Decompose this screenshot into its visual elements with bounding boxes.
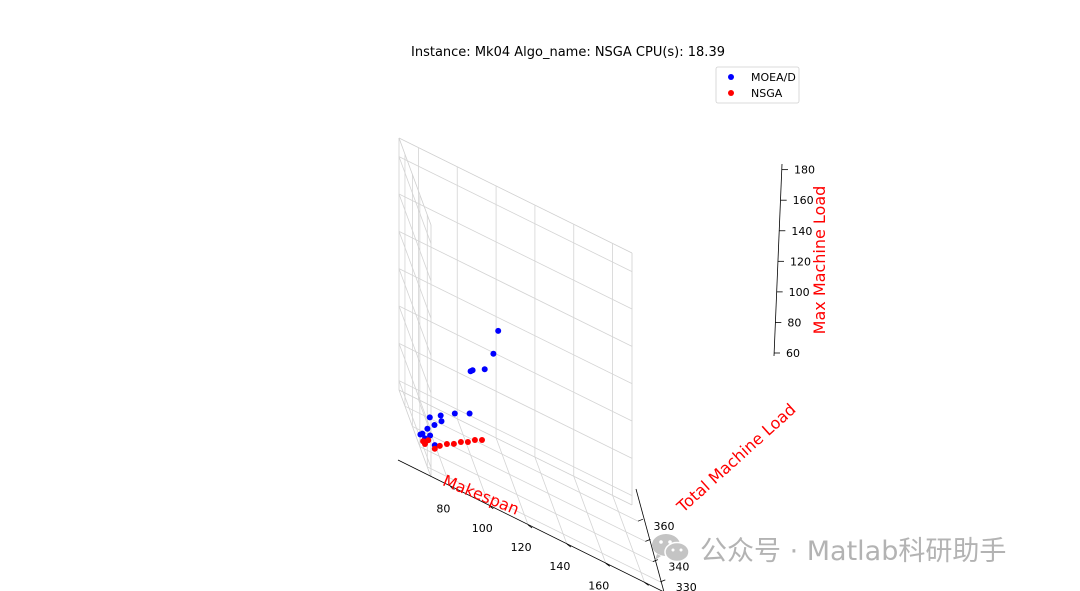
- point-moead: [495, 327, 502, 334]
- point-nsga: [471, 437, 478, 443]
- gridline-z: [398, 193, 633, 310]
- gridline-z: [398, 305, 432, 394]
- x-tick-mark: [489, 505, 494, 510]
- y-axis-label: Total Machine Load: [672, 400, 799, 517]
- gridline-z: [398, 380, 432, 468]
- gridline-z: [398, 156, 432, 244]
- gridline-x: [612, 495, 645, 583]
- point-nsga: [425, 437, 432, 444]
- z-tick-label: 60: [786, 347, 800, 360]
- gridline-x: [573, 476, 607, 564]
- pane-edge: [398, 137, 633, 254]
- pane-edge: [398, 389, 432, 478]
- x-tick-mark: [527, 524, 533, 529]
- y-tick-mark: [637, 518, 644, 522]
- z-tick-label: 160: [793, 194, 814, 207]
- point-nsga: [457, 439, 464, 445]
- gridline-x: [534, 456, 568, 545]
- x-axis-line: [397, 459, 663, 591]
- x-tick-mark: [605, 562, 610, 567]
- gridlines: [398, 147, 661, 583]
- watermark-text: 公众号 · Matlab科研助手: [700, 535, 1007, 567]
- legend-marker-moead: [728, 74, 734, 80]
- legend-label-nsga: NSGA: [751, 87, 783, 100]
- legend-marker-nsga: [728, 90, 734, 96]
- gridline-z: [398, 342, 633, 459]
- point-nsga: [479, 437, 485, 443]
- point-moead: [481, 366, 488, 373]
- gridline-z: [398, 231, 432, 319]
- gridline-z: [398, 268, 432, 356]
- y-tick-label: 330: [676, 581, 697, 591]
- point-nsga: [450, 440, 457, 447]
- x-tick-label: 160: [588, 579, 609, 591]
- gridline-z: [398, 193, 432, 282]
- y-tick-mark: [652, 559, 658, 563]
- y-tick-mark: [645, 539, 651, 542]
- gridline-y: [419, 446, 654, 563]
- point-moead: [451, 410, 458, 417]
- legend-label-moead: MOEA/D: [751, 71, 796, 84]
- point-nsga: [436, 442, 443, 449]
- z-tick-label: 180: [794, 164, 815, 177]
- y-tick-label: 360: [653, 520, 674, 533]
- gridline-z: [398, 343, 432, 431]
- gridline-z: [398, 156, 633, 273]
- gridline-z: [398, 230, 633, 347]
- y-tick-mark: [660, 579, 666, 583]
- x-tick-mark: [566, 543, 572, 548]
- point-nsga: [464, 439, 471, 445]
- gridline-x: [456, 418, 490, 506]
- gridline-z: [398, 268, 633, 385]
- x-axis-label: Makespan: [440, 471, 522, 519]
- legend: MOEA/D NSGA: [715, 66, 800, 104]
- x-tick-label: 80: [436, 503, 450, 516]
- y-tick-label: 340: [668, 561, 689, 574]
- gridline-y: [404, 405, 639, 522]
- point-moead: [419, 430, 426, 437]
- point-moead: [424, 425, 431, 432]
- x-tick-mark: [450, 486, 455, 490]
- point-moead: [466, 410, 473, 417]
- point-moead: [438, 418, 445, 425]
- z-tick-label: 120: [790, 255, 811, 268]
- legend-frame: [715, 66, 800, 104]
- x-tick-label: 120: [511, 541, 532, 554]
- gridline-z: [398, 380, 633, 497]
- watermark: 公众号 · Matlab科研助手: [650, 528, 1060, 568]
- point-moead: [490, 350, 497, 357]
- point-moead: [427, 432, 434, 439]
- point-moead: [426, 414, 433, 421]
- point-nsga: [443, 441, 450, 447]
- axes: 8010012014016018033034035036060801001201…: [397, 163, 815, 591]
- gridline-z: [398, 305, 633, 422]
- z-tick-label: 100: [789, 286, 810, 299]
- point-moead: [469, 367, 476, 374]
- pane-edge: [398, 137, 432, 226]
- z-axis-line: [773, 163, 783, 357]
- point-moead: [431, 422, 438, 428]
- data-points: [417, 327, 502, 452]
- point-nsga: [431, 445, 438, 452]
- wechat-icon: [652, 534, 690, 563]
- z-tick-label: 80: [787, 316, 801, 329]
- chart-title: Instance: Mk04 Algo_name: NSGA CPU(s): 1…: [411, 45, 725, 60]
- gridline-y: [412, 426, 646, 542]
- z-tick-label: 140: [791, 225, 812, 238]
- x-tick-label: 100: [472, 522, 493, 535]
- y-axis-line: [635, 488, 665, 591]
- x-tick-label: 140: [549, 560, 570, 573]
- gridline-y: [427, 466, 661, 583]
- gridline-x: [495, 437, 529, 526]
- z-axis-label: Max Machine Load: [810, 186, 829, 335]
- x-tick-mark: [644, 582, 649, 586]
- point-moead: [437, 412, 444, 419]
- pane-edge: [398, 389, 633, 506]
